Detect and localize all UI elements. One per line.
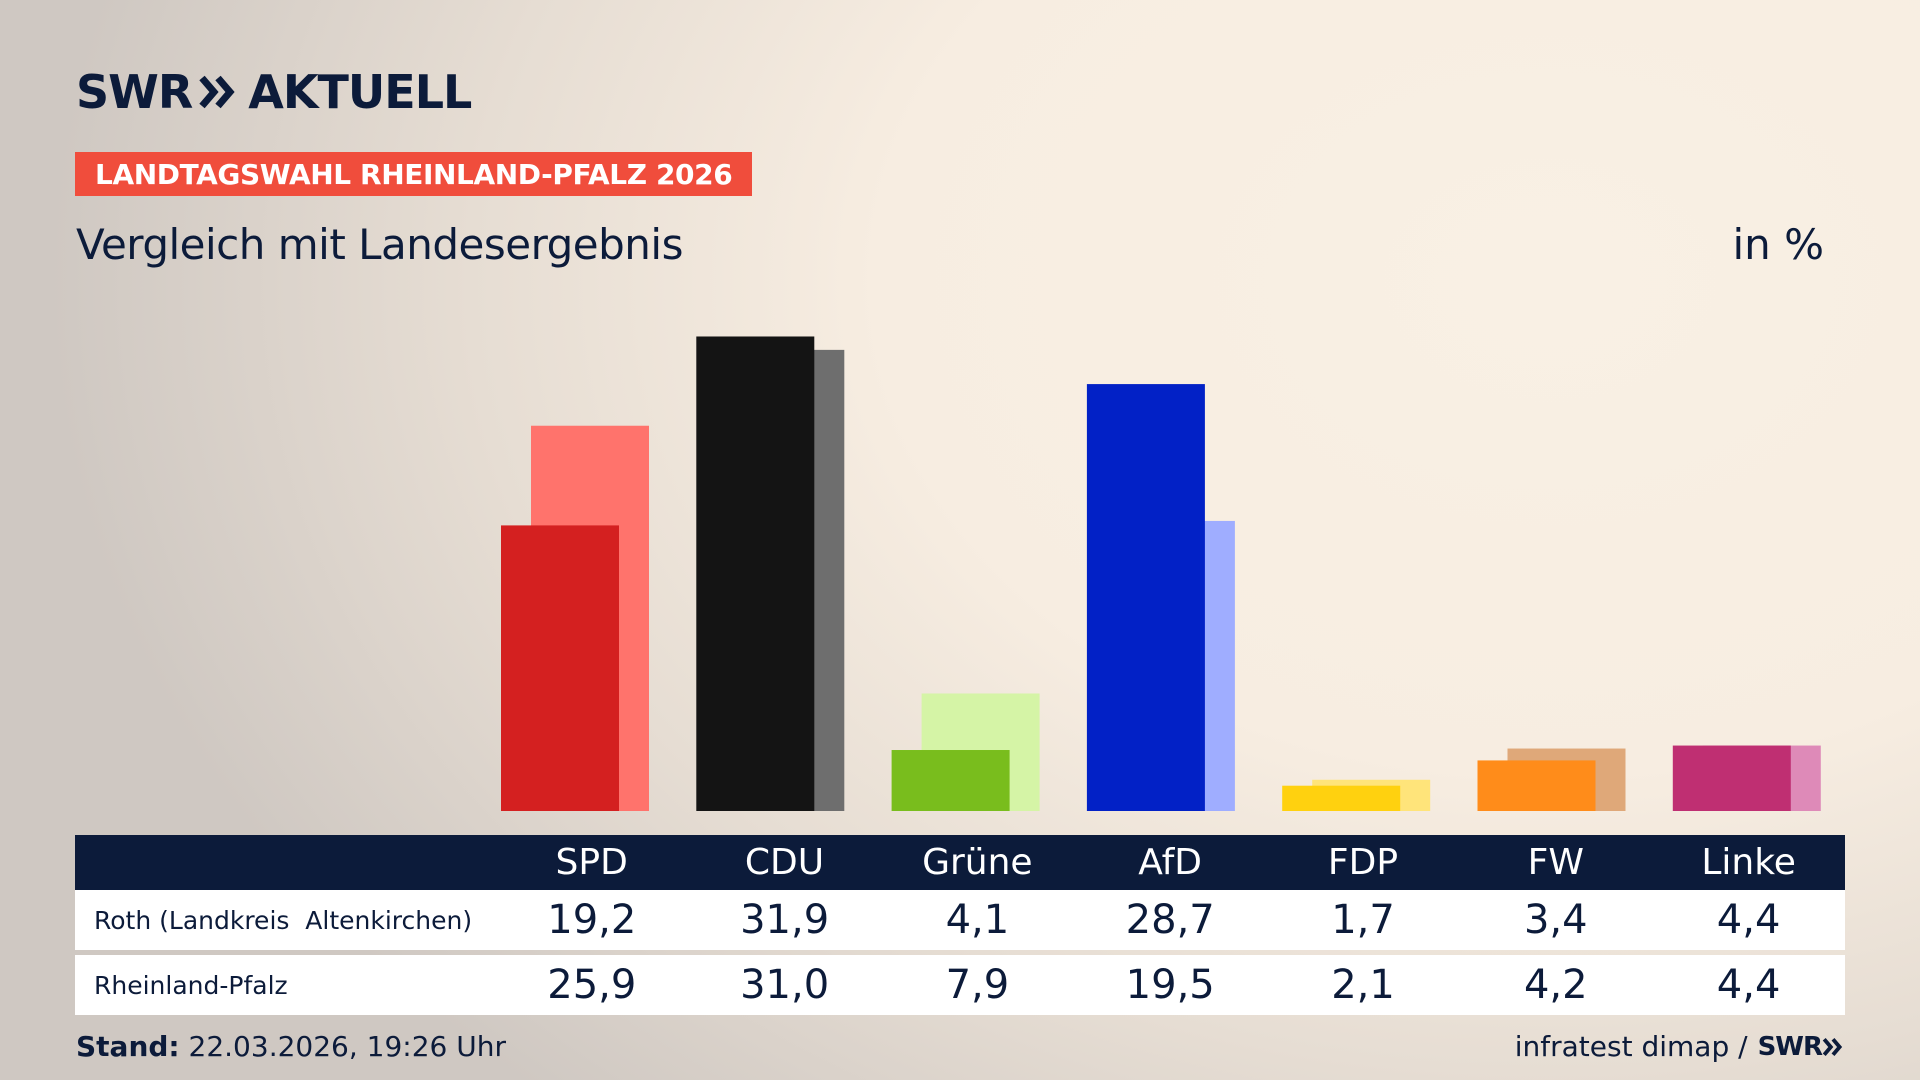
bar-roth-cdu [696, 336, 815, 811]
column-header-linke: Linke [1701, 842, 1796, 883]
cell-value: 31,0 [740, 962, 830, 1008]
source-credit: infratest dimap / SWR [1515, 1030, 1844, 1063]
table-row: Rheinland-Pfalz 25,9 31,0 7,9 19,5 2,1 4,2 4,4 [75, 955, 1845, 1015]
bar-roth-afd [1086, 384, 1205, 811]
row-label: Rheinland-Pfalz [94, 970, 288, 1000]
bar-roth-spd [501, 525, 619, 811]
bar-roth-fw [1477, 760, 1596, 811]
column-header-afd: AfD [1138, 842, 1203, 883]
logo-aktuell-text: AKTUELL [248, 65, 472, 119]
cell-value: 19,2 [547, 897, 637, 943]
cell-value: 4,2 [1523, 962, 1588, 1008]
results-table: SPD CDU Grüne AfD FDP FW Linke Roth (Landkreis… [75, 835, 1845, 1015]
table-row: Roth (Landkreis Altenkirchen) 19,2 31,9 4,… [75, 890, 1845, 950]
row-label: Roth (Landkreis Altenkirchen) [94, 905, 473, 935]
cell-value: 31,9 [740, 897, 830, 943]
cell-value: 2,1 [1331, 962, 1395, 1008]
bar-roth-grne [891, 750, 1010, 811]
double-chevron-icon [199, 75, 235, 109]
cell-value: 4,4 [1716, 962, 1781, 1008]
election-badge: LANDTAGSWAHL RHEINLAND-PFALZ 2026 [75, 152, 753, 196]
cell-value: 28,7 [1125, 897, 1215, 943]
double-chevron-icon [1822, 1037, 1843, 1056]
column-header-cdu: CDU [744, 842, 825, 883]
logo-swr-text: SWR [76, 65, 193, 119]
bar-chart [501, 336, 1821, 811]
cell-value: 3,4 [1523, 897, 1588, 943]
column-header-spd: SPD [555, 842, 628, 883]
cell-value: 4,4 [1716, 897, 1781, 943]
cell-value: 19,5 [1125, 962, 1215, 1008]
source-text: infratest dimap / [1514, 1030, 1748, 1063]
unit-label: in % [1732, 220, 1824, 269]
bar-roth-linke [1672, 745, 1791, 811]
swr-aktuell-logo: SWR AKTUELL [76, 65, 472, 119]
column-header-fw: FW [1527, 842, 1584, 883]
cell-value: 4,1 [945, 897, 1010, 943]
timestamp-value: 22.03.2026, 19:26 Uhr [188, 1030, 506, 1063]
cell-value: 1,7 [1331, 897, 1395, 943]
header-spacer [75, 835, 495, 890]
bar-roth-fdp [1282, 785, 1401, 811]
chart-subtitle: Vergleich mit Landesergebnis [76, 220, 683, 269]
timestamp-label: Stand: [76, 1030, 180, 1063]
table-header: SPD CDU Grüne AfD FDP FW Linke [75, 835, 1845, 890]
column-header-fdp: FDP [1327, 842, 1399, 883]
column-header-grne: Grüne [922, 842, 1033, 883]
cell-value: 25,9 [547, 962, 637, 1008]
cell-value: 7,9 [945, 962, 1010, 1008]
timestamp: Stand: 22.03.2026, 19:26 Uhr [76, 1030, 506, 1063]
source-swr-logo: SWR [1757, 1031, 1823, 1062]
